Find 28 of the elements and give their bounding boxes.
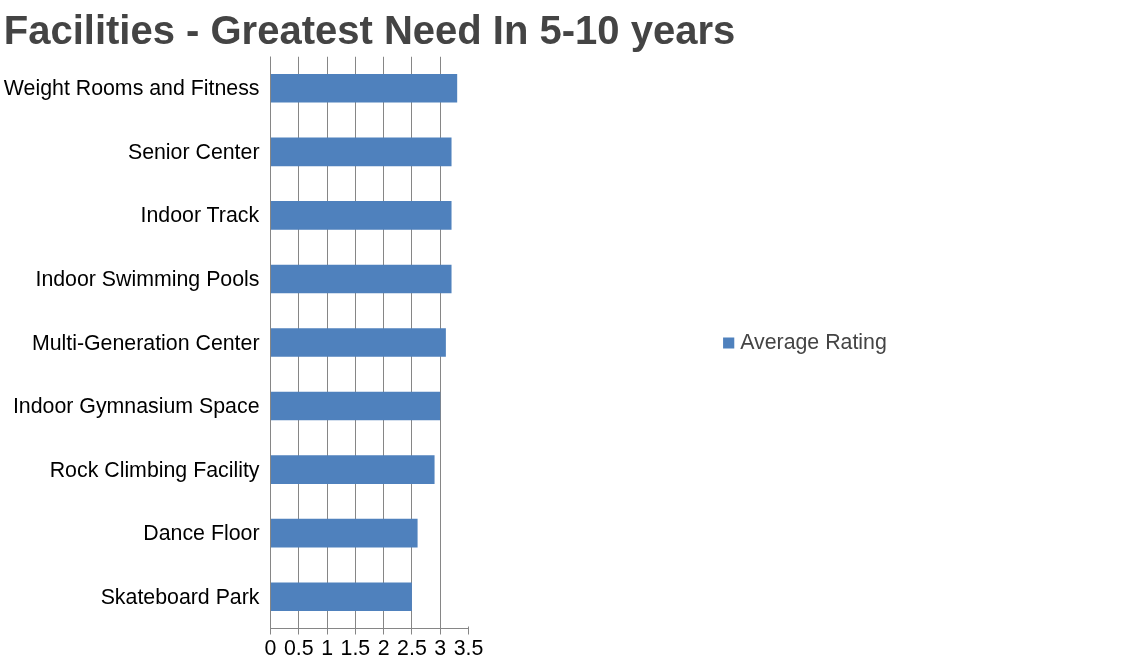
bar [270,201,452,230]
bar [270,264,452,294]
legend-label: Average Rating [740,329,887,355]
y-tick-label: Skateboard Park [100,584,260,609]
y-tick-label: Indoor Gymnasium Space [12,394,260,419]
bar [270,391,441,421]
bar [270,518,418,548]
x-tick-label: 3 [434,635,447,660]
bar [270,137,452,167]
bar [270,328,446,357]
y-tick-label: Weight Rooms and Fitness [3,76,260,101]
y-tick-label: Indoor Swimming Pools [35,266,260,291]
y-tick-label: Senior Center [127,139,260,164]
x-tick-label: 2.5 [397,635,427,660]
x-tick-label: 0 [264,635,277,660]
bar [270,73,458,103]
x-tick-label: 0.5 [283,635,314,660]
chart-title: Facilities - Greatest Need In 5-10 years [3,7,736,52]
x-tick-label: 3.5 [453,635,484,660]
x-tick-label: 1.5 [340,635,371,660]
bar [270,455,435,484]
bar [270,582,412,612]
y-tick-label: Indoor Track [140,203,260,228]
y-tick-label: Dance Floor [143,521,260,546]
y-tick-label: Multi-Generation Center [31,330,260,355]
x-tick-label: 2 [377,635,390,660]
x-tick-label: 1 [321,635,334,660]
y-tick-label: Rock Climbing Facility [49,457,260,482]
